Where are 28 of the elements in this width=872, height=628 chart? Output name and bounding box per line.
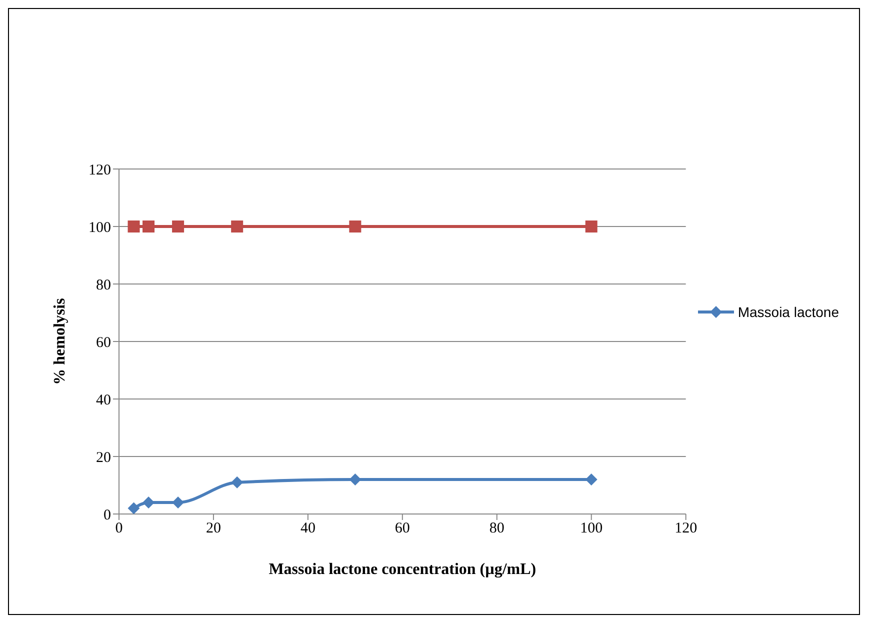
x-tick-label: 100 — [580, 520, 603, 537]
x-tick-label: 60 — [394, 520, 410, 537]
point — [585, 474, 598, 486]
point — [172, 496, 184, 508]
point — [349, 220, 362, 232]
point — [128, 502, 140, 514]
x-axis-title: Massoia lactone concentration (µg/mL) — [268, 561, 536, 578]
point — [128, 220, 140, 232]
y-tick-label: 100 — [88, 220, 111, 236]
point — [231, 476, 244, 488]
y-tick-label: 20 — [96, 450, 111, 466]
y-tick-label: 80 — [96, 277, 111, 294]
point — [172, 220, 184, 232]
y-tick-label: 120 — [88, 162, 111, 178]
x-tick-label: 80 — [489, 520, 504, 537]
y-tick-label: 40 — [96, 392, 111, 408]
x-tick-label: 120 — [674, 520, 698, 537]
point — [585, 220, 598, 232]
point — [142, 220, 155, 232]
x-tick-label: 0 — [115, 520, 123, 537]
x-tick-label: 20 — [206, 520, 221, 537]
point — [231, 220, 244, 232]
legend-label: Massoia lactone — [738, 304, 839, 320]
point — [349, 474, 362, 486]
x-tick-label: 40 — [300, 520, 316, 537]
y-axis-title: % hemolysis — [52, 298, 69, 385]
y-tick-label: 0 — [104, 507, 111, 524]
y-tick-label: 60 — [96, 334, 111, 351]
